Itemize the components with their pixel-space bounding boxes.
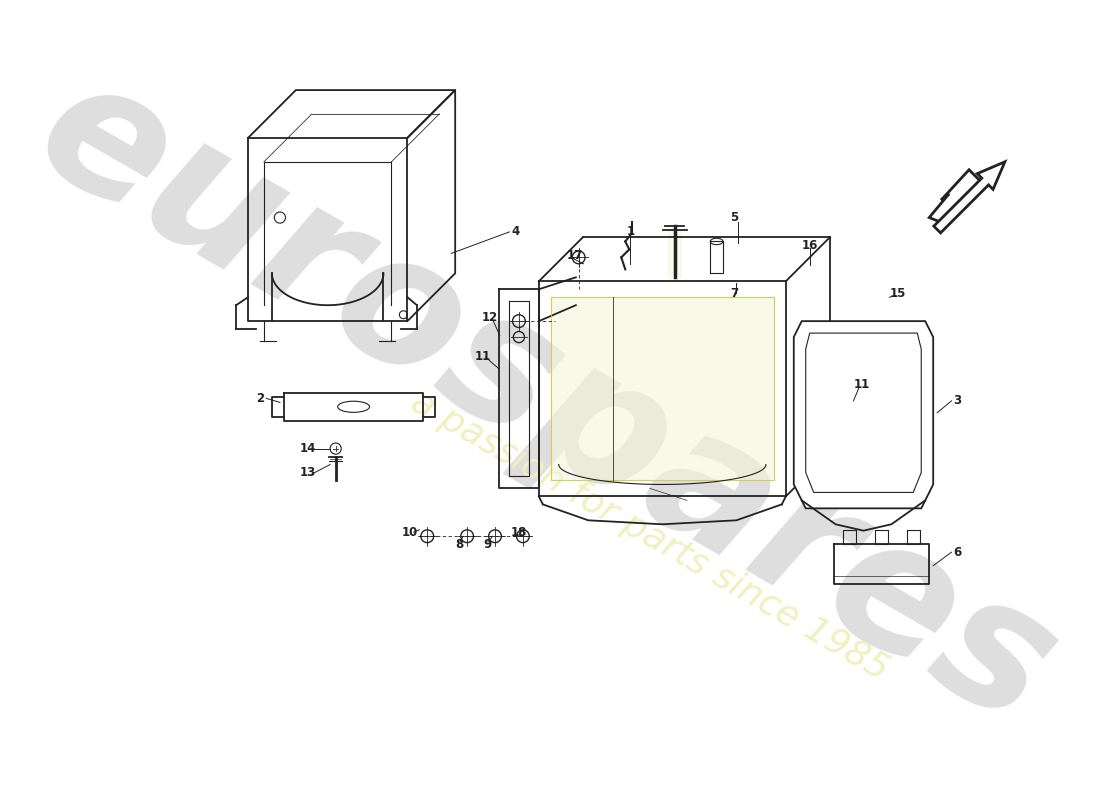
Text: 13: 13 [300,466,316,479]
Text: 12: 12 [482,310,497,324]
Polygon shape [551,298,774,481]
Polygon shape [934,162,1005,233]
Text: 11: 11 [854,378,870,391]
Text: 16: 16 [802,239,818,252]
Polygon shape [794,321,933,508]
Text: 18: 18 [510,526,527,538]
Text: 9: 9 [483,538,492,550]
Text: a passion for parts since 1985: a passion for parts since 1985 [406,385,895,687]
Text: 17: 17 [566,250,583,262]
Text: 6: 6 [953,546,961,558]
Text: 1: 1 [627,226,635,238]
Text: eurospares: eurospares [9,39,1085,762]
Text: 7: 7 [730,286,738,300]
Text: 4: 4 [510,226,519,238]
Text: 3: 3 [953,394,961,407]
Text: 14: 14 [300,442,316,455]
Polygon shape [930,170,981,224]
Text: 10: 10 [402,526,418,538]
Text: 5: 5 [730,211,738,224]
Text: 8: 8 [455,538,463,550]
Text: 2: 2 [256,392,264,405]
Polygon shape [669,230,681,278]
Polygon shape [805,333,921,493]
Text: 15: 15 [890,286,905,300]
Text: 11: 11 [475,350,492,363]
